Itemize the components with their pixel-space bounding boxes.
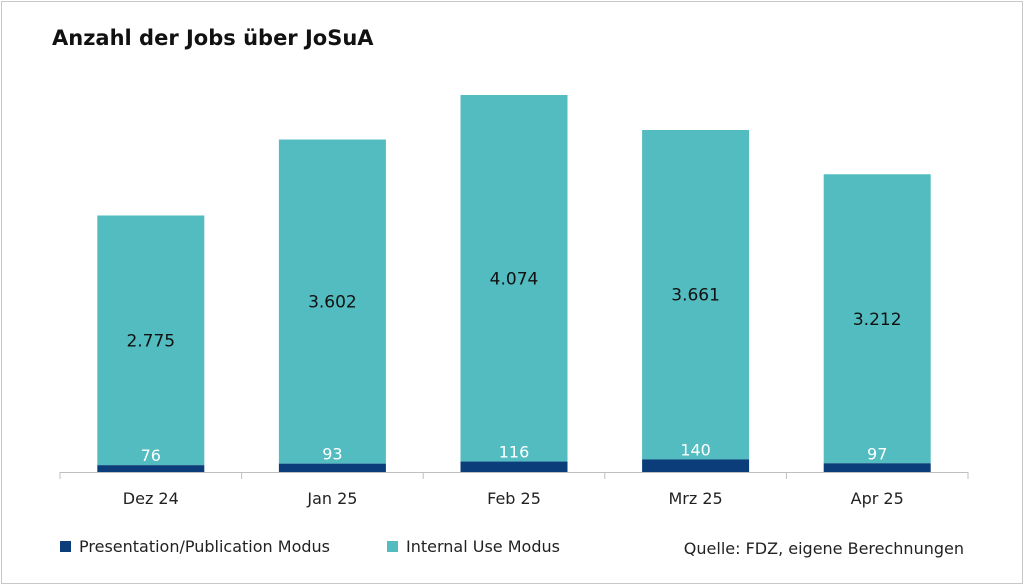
data-label-presentation: 116 [499, 443, 530, 462]
x-tick-label: Jan 25 [306, 489, 357, 508]
data-label-internal-use: 3.602 [308, 293, 357, 313]
bar-internal-use [823, 174, 931, 464]
bar-internal-use [278, 139, 386, 464]
bar-presentation [642, 459, 750, 472]
data-label-internal-use: 3.661 [671, 286, 720, 306]
bar-presentation [460, 461, 568, 472]
data-label-internal-use: 3.212 [853, 310, 902, 330]
bar-internal-use [642, 130, 750, 460]
bar-internal-use [97, 215, 205, 466]
x-tick-label: Mrz 25 [668, 489, 722, 508]
data-label-presentation: 140 [680, 440, 711, 459]
legend-swatch-internal [387, 541, 398, 552]
legend-label-internal: Internal Use Modus [406, 537, 560, 556]
data-label-internal-use: 2.775 [126, 331, 175, 351]
bar-internal-use [460, 95, 568, 462]
x-tick-label: Apr 25 [851, 489, 904, 508]
bar-presentation [97, 465, 205, 472]
data-label-presentation: 93 [322, 445, 342, 464]
bar-presentation [823, 463, 931, 472]
x-tick-label: Dez 24 [123, 489, 179, 508]
data-label-internal-use: 4.074 [490, 269, 539, 289]
source-note: Quelle: FDZ, eigene Berechnungen [683, 539, 964, 558]
legend-item-internal: Internal Use Modus [387, 537, 560, 556]
bar-presentation [278, 463, 386, 472]
data-label-presentation: 97 [867, 444, 887, 463]
data-label-presentation: 76 [141, 446, 161, 465]
legend-item-presentation: Presentation/Publication Modus [60, 537, 330, 556]
x-tick-label: Feb 25 [487, 489, 541, 508]
legend-swatch-presentation [60, 541, 71, 552]
legend-label-presentation: Presentation/Publication Modus [79, 537, 330, 556]
chart-title: Anzahl der Jobs über JoSuA [52, 26, 374, 50]
